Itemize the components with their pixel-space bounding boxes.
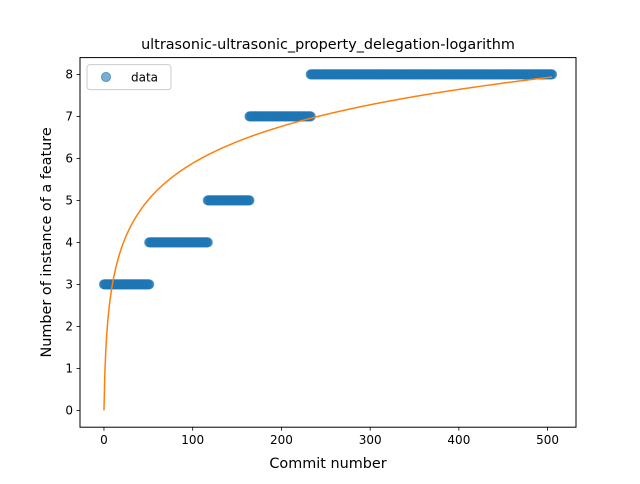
y-axis-label: Number of instance of a feature	[39, 127, 55, 357]
y-tick-label: 3	[65, 278, 73, 292]
fit-line	[103, 76, 553, 411]
y-tick-label: 4	[65, 236, 73, 250]
legend-marker-data	[100, 71, 112, 83]
x-tick-label: 0	[100, 433, 108, 447]
chart-title: ultrasonic-ultrasonic_property_delegatio…	[141, 37, 515, 53]
data-point	[244, 195, 255, 206]
y-tick-label: 8	[65, 68, 73, 82]
y-tick-label: 2	[65, 320, 73, 334]
data-point	[202, 237, 213, 248]
y-axis: 0 1 2 3 4 5 6 7 8	[65, 68, 80, 418]
plot-content	[98, 69, 558, 411]
x-axis-label: Commit number	[269, 456, 386, 472]
data-point	[144, 279, 155, 290]
y-tick-label: 1	[65, 362, 73, 376]
x-tick-label: 200	[270, 433, 293, 447]
y-tick-label: 5	[65, 194, 73, 208]
y-tick-label: 6	[65, 152, 73, 166]
x-tick-label: 300	[359, 433, 382, 447]
legend: data	[86, 64, 172, 91]
x-axis: 0 100 200 300 400 500	[100, 427, 559, 447]
x-tick-label: 500	[536, 433, 559, 447]
x-tick-label: 100	[181, 433, 204, 447]
legend-label-data: data	[131, 71, 158, 85]
x-tick-label: 400	[447, 433, 470, 447]
y-tick-label: 7	[65, 110, 73, 124]
legend-box	[86, 64, 172, 91]
y-tick-label: 0	[65, 404, 73, 418]
